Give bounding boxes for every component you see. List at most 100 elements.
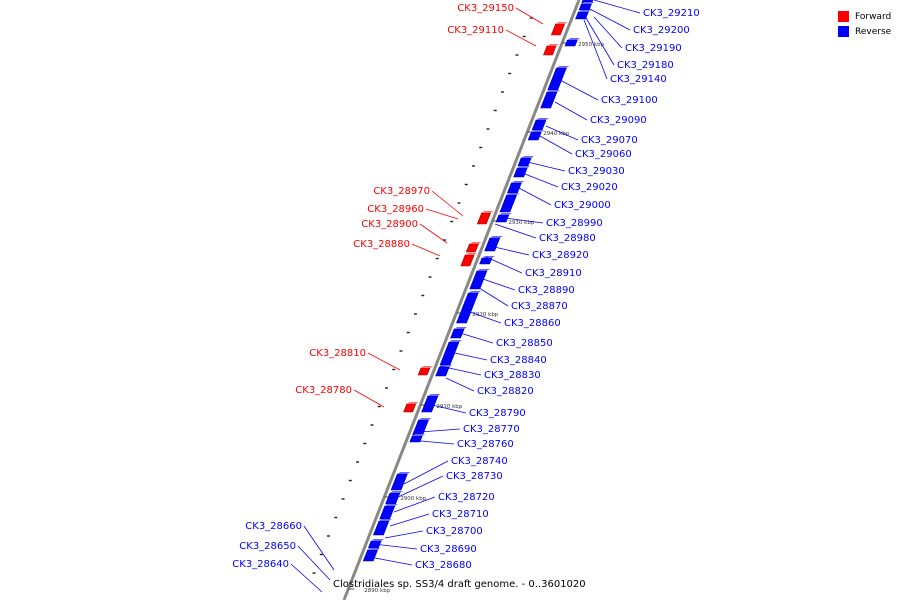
label-leader xyxy=(372,543,418,550)
genome-backbone xyxy=(342,0,581,600)
gene-label: CK3_28900 xyxy=(361,219,418,230)
gene-label: CK3_29200 xyxy=(633,25,690,36)
label-leader xyxy=(374,557,413,566)
gene-shade xyxy=(517,166,531,168)
gene-label: CK3_28780 xyxy=(295,385,352,396)
gene-label: CK3_29210 xyxy=(643,8,700,19)
gene-label: CK3_28890 xyxy=(518,285,575,296)
gene-shade xyxy=(581,2,595,4)
label-leader xyxy=(403,460,449,485)
gene-label: CK3_29100 xyxy=(601,95,658,106)
gene-label: CK3_29150 xyxy=(457,3,514,14)
gene-shade xyxy=(469,242,482,244)
reverse-gene xyxy=(385,492,401,505)
gene-shade xyxy=(506,193,520,195)
gene-label: CK3_28660 xyxy=(245,521,302,532)
gene-shade xyxy=(427,394,441,396)
label-leader xyxy=(489,245,530,256)
label-leader xyxy=(475,285,509,307)
label-leader xyxy=(367,352,401,371)
forward-gene xyxy=(543,45,557,56)
legend-forward-label: Forward xyxy=(855,11,892,22)
gene-shade xyxy=(555,22,568,24)
reverse-gene xyxy=(373,520,390,536)
label-leader xyxy=(439,365,482,376)
label-leader xyxy=(431,190,464,217)
label-leader xyxy=(505,29,537,47)
gene-shade xyxy=(556,66,570,68)
gene-shade xyxy=(481,211,494,213)
gene-shade xyxy=(367,548,381,550)
gene-label: CK3_29030 xyxy=(568,166,625,177)
label-leader xyxy=(494,223,537,239)
label-leader xyxy=(427,403,467,414)
label-leader xyxy=(485,256,523,274)
gene-label: CK3_28730 xyxy=(446,471,503,482)
gene-label: CK3_28810 xyxy=(309,348,366,359)
label-leader xyxy=(519,171,559,188)
gene-shade xyxy=(420,366,433,368)
gene-label: CK3_29140 xyxy=(610,74,667,85)
gene-shade xyxy=(476,269,490,271)
label-leader xyxy=(479,277,516,291)
gene-label: CK3_28720 xyxy=(438,492,495,503)
gene-shade xyxy=(468,291,482,293)
gene-label: CK3_28820 xyxy=(477,386,534,397)
legend: Forward Reverse xyxy=(838,9,898,39)
gene-label: CK3_29020 xyxy=(561,182,618,193)
label-leader xyxy=(554,101,588,121)
gene-label: CK3_29090 xyxy=(590,115,647,126)
gene-shade xyxy=(498,213,512,215)
forward-gene xyxy=(550,23,566,36)
label-leader xyxy=(515,7,544,25)
gene-shade xyxy=(511,181,525,183)
label-leader xyxy=(459,332,494,344)
label-leader xyxy=(585,17,615,66)
label-leader xyxy=(522,160,566,172)
gene-label: CK3_28650 xyxy=(239,541,296,552)
gene-label: CK3_28980 xyxy=(539,233,596,244)
gene-label: CK3_28870 xyxy=(511,301,568,312)
label-leader xyxy=(516,186,552,206)
label-leader xyxy=(409,439,455,445)
gene-shade xyxy=(567,38,581,40)
gene-label: CK3_28970 xyxy=(373,186,430,197)
label-leader xyxy=(559,79,599,101)
reverse-gene xyxy=(578,3,592,11)
gene-label: CK3_28850 xyxy=(496,338,553,349)
gene-label: CK3_28920 xyxy=(532,250,589,261)
gene-label: CK3_28710 xyxy=(432,509,489,520)
gene-label: CK3_29060 xyxy=(575,149,632,160)
gene-shade xyxy=(384,504,398,506)
scale-tick-label: 2950 kbp xyxy=(578,42,604,48)
map-caption: Clostridiales sp. SS3/4 draft genome. - … xyxy=(333,579,586,590)
scale-tick-label: 2910 kbp xyxy=(436,404,462,410)
gene-label: CK3_28790 xyxy=(469,408,526,419)
label-leader xyxy=(395,475,444,499)
gene-shade xyxy=(406,402,419,404)
label-leader xyxy=(469,311,502,324)
scale-tick-label: 2920 kbp xyxy=(472,312,498,318)
gene-shade xyxy=(531,130,545,132)
reverse-gene xyxy=(527,131,542,141)
reverse-gene xyxy=(564,39,578,47)
gene-label: CK3_28740 xyxy=(451,456,508,467)
label-leader xyxy=(297,545,331,581)
gene-label: CK3_28680 xyxy=(415,560,472,571)
gene-shade xyxy=(389,491,403,493)
reverse-gene xyxy=(484,237,501,252)
label-leader xyxy=(504,217,544,224)
forward-swatch xyxy=(838,11,849,22)
label-leader xyxy=(419,223,448,244)
reverse-swatch xyxy=(838,26,849,37)
gene-shade xyxy=(371,539,385,541)
gene-shade xyxy=(489,236,503,238)
gene-label: CK3_29110 xyxy=(447,25,504,36)
gene-shade xyxy=(521,156,535,158)
label-leader xyxy=(290,563,323,593)
gene-shade xyxy=(546,90,560,92)
gene-label: CK3_28700 xyxy=(426,526,483,537)
label-leader xyxy=(353,389,385,408)
gene-label: CK3_28960 xyxy=(367,204,424,215)
